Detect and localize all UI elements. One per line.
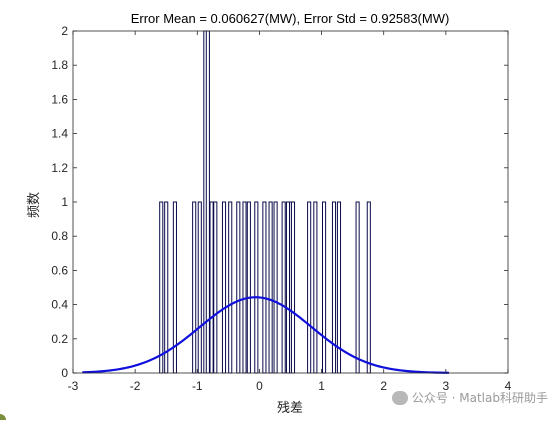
y-tick-label: 0 xyxy=(61,366,68,380)
histogram-bar xyxy=(242,201,247,374)
y-tick-label: 0.2 xyxy=(51,332,68,346)
x-axis-label: 残差 xyxy=(277,401,303,416)
histogram-bar xyxy=(192,201,197,374)
histogram-bar xyxy=(221,201,227,374)
histogram-bar xyxy=(213,201,218,374)
y-tick-label: 1.4 xyxy=(51,127,68,141)
histogram-bar xyxy=(159,201,164,374)
histogram-bar xyxy=(313,201,318,374)
x-tick-label: -2 xyxy=(130,379,141,393)
histogram-bar xyxy=(366,201,371,374)
y-tick-label: 2 xyxy=(61,24,68,38)
watermark-text: 公众号 · Matlab科研助手 xyxy=(411,391,548,405)
histogram-bar xyxy=(307,201,312,374)
histogram-bar xyxy=(254,201,259,374)
watermark: 公众号 · Matlab科研助手 xyxy=(391,389,548,406)
histogram-bar xyxy=(290,201,296,374)
x-tick-label: 0 xyxy=(256,379,263,393)
y-axis-ticks: 0 0.2 0.4 0.6 0.8 1 1.2 1.4 1.6 1.8 2 xyxy=(51,24,508,380)
histogram-bar xyxy=(268,201,273,374)
x-tick-label: -1 xyxy=(192,379,203,393)
histogram-bar xyxy=(197,201,202,374)
x-tick-label: -3 xyxy=(68,379,79,393)
histogram-bar xyxy=(164,201,169,374)
x-axis-ticks: -3 -2 -1 0 1 2 3 4 xyxy=(68,31,512,393)
histogram-bar xyxy=(246,201,251,374)
y-tick-label: 1.6 xyxy=(51,92,68,106)
chart-title: Error Mean = 0.060627(MW), Error Std = 0… xyxy=(131,11,450,26)
normal-fit-curve xyxy=(82,296,449,374)
histogram-bar xyxy=(355,201,360,374)
y-tick-label: 1 xyxy=(61,195,68,209)
y-axis-label: 频数 xyxy=(27,192,42,218)
y-tick-label: 0.8 xyxy=(51,229,68,243)
y-tick-label: 1.2 xyxy=(51,161,68,175)
histogram-bar xyxy=(262,201,267,374)
y-tick-label: 0.4 xyxy=(51,298,68,312)
x-tick-label: 1 xyxy=(318,379,325,393)
histogram-bar xyxy=(331,201,337,374)
x-tick-label: 2 xyxy=(380,379,387,393)
wechat-icon xyxy=(391,390,408,405)
corner-decoration xyxy=(0,414,6,420)
histogram-bar xyxy=(228,201,233,374)
histogram-bar xyxy=(236,201,241,374)
y-tick-label: 1.8 xyxy=(51,58,68,72)
x-tick-label: 4 xyxy=(505,379,512,393)
x-tick-label: 3 xyxy=(443,379,450,393)
histogram-bar xyxy=(273,201,278,374)
histogram-bar xyxy=(209,201,214,374)
y-tick-label: 0.6 xyxy=(51,263,68,277)
histogram-bar xyxy=(322,201,327,374)
histogram-bar xyxy=(281,201,286,374)
